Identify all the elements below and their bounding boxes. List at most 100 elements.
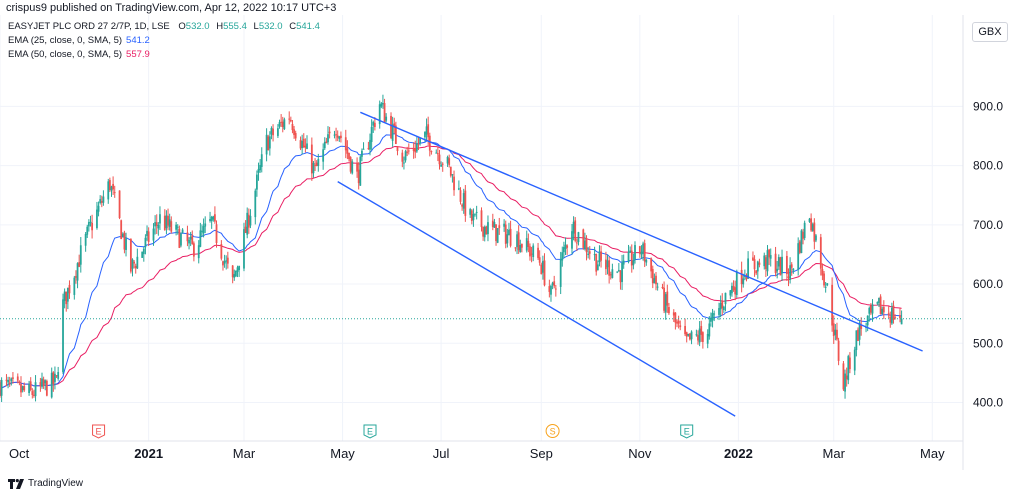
candle-body bbox=[267, 136, 270, 151]
x-tick-label: Mar bbox=[823, 446, 846, 461]
candle-body bbox=[574, 220, 577, 241]
candle-body bbox=[697, 335, 699, 341]
candle-body bbox=[719, 302, 722, 310]
candle-body bbox=[645, 259, 648, 263]
currency-button[interactable]: GBX bbox=[972, 22, 1008, 42]
candle-body bbox=[551, 282, 554, 286]
candle-body bbox=[836, 329, 838, 340]
candle-body bbox=[142, 248, 145, 255]
trend-channel[interactable] bbox=[337, 111, 923, 417]
candle-body bbox=[540, 264, 543, 275]
candle-body bbox=[257, 168, 260, 173]
candle-body bbox=[28, 383, 30, 393]
candle-body bbox=[758, 262, 761, 265]
candle-body bbox=[154, 222, 157, 227]
candle-body bbox=[887, 313, 890, 316]
candle-body bbox=[656, 286, 659, 288]
candle-body bbox=[415, 143, 418, 152]
candle-body bbox=[440, 164, 443, 167]
candle-body bbox=[572, 221, 575, 234]
candle-body bbox=[561, 252, 564, 261]
candle-body bbox=[52, 372, 55, 385]
candle-body bbox=[790, 264, 793, 268]
candle-body bbox=[530, 253, 533, 255]
ema-50-label: EMA (50, close, 0, SMA, 5) bbox=[8, 49, 123, 60]
y-tick-label: 500.0 bbox=[973, 336, 1003, 350]
candle-body bbox=[277, 128, 279, 136]
candle-body bbox=[606, 260, 609, 268]
candle-body bbox=[789, 265, 792, 280]
candle-body bbox=[844, 373, 846, 392]
candle-body bbox=[66, 287, 69, 302]
candle-body bbox=[700, 326, 703, 335]
candle-body bbox=[86, 226, 89, 235]
candle-body bbox=[199, 230, 202, 247]
candle-body bbox=[435, 152, 438, 154]
candle-body bbox=[464, 190, 467, 216]
candle-body bbox=[223, 260, 226, 264]
footer-brand[interactable]: TradingView bbox=[8, 478, 83, 489]
candle-body bbox=[281, 121, 284, 128]
candle-body bbox=[470, 210, 473, 221]
candle-body bbox=[181, 229, 184, 233]
candle-body bbox=[222, 261, 224, 266]
candle-body bbox=[900, 318, 903, 325]
candle-body bbox=[632, 260, 635, 266]
candle-body bbox=[123, 232, 126, 250]
candle-body bbox=[496, 228, 499, 243]
candle-body bbox=[351, 161, 354, 174]
candle-body bbox=[813, 222, 816, 242]
candle-body bbox=[532, 245, 535, 257]
candle-body bbox=[509, 228, 512, 246]
y-tick-label: 900.0 bbox=[973, 99, 1003, 113]
candle-body bbox=[815, 235, 817, 241]
candle-body bbox=[605, 259, 607, 270]
time-axis[interactable]: Oct 2021 Mar May Jul Sep Nov 2022 Mar May bbox=[0, 440, 963, 461]
candle-body bbox=[430, 151, 433, 153]
candle-body bbox=[391, 124, 394, 141]
candle-body bbox=[855, 330, 858, 351]
candle-body bbox=[233, 274, 236, 278]
candle-body bbox=[745, 275, 748, 280]
ema-25-legend[interactable]: EMA (25, close, 0, SMA, 5) 541.2 bbox=[8, 35, 150, 46]
candle-body bbox=[100, 201, 103, 203]
candle-body bbox=[457, 188, 460, 190]
candle-body bbox=[498, 225, 501, 229]
candle-body bbox=[752, 257, 754, 261]
candle-body bbox=[247, 214, 250, 228]
candle-body bbox=[774, 253, 777, 273]
candle-body bbox=[480, 210, 483, 228]
candle-body bbox=[338, 136, 341, 139]
candle-body bbox=[336, 135, 339, 138]
channel-line-upper bbox=[360, 111, 923, 352]
candle-body bbox=[272, 128, 274, 136]
candle-body bbox=[722, 306, 725, 311]
candle-body bbox=[769, 255, 772, 259]
candle-body bbox=[238, 265, 241, 270]
candle-body bbox=[617, 269, 620, 271]
candle-body bbox=[842, 363, 845, 390]
candle-body bbox=[270, 128, 273, 135]
ema-50-legend[interactable]: EMA (50, close, 0, SMA, 5) 557.9 bbox=[8, 49, 150, 60]
candle-body bbox=[178, 228, 181, 248]
candle-body bbox=[302, 138, 305, 148]
candle-body bbox=[718, 308, 720, 315]
candle-body bbox=[630, 250, 633, 266]
candle-body bbox=[564, 244, 567, 249]
candle-body bbox=[493, 222, 496, 228]
candle-body bbox=[664, 294, 667, 313]
candle-body bbox=[373, 122, 376, 127]
price-axis[interactable]: 400.0 500.0 600.0 700.0 800.0 900.0 bbox=[962, 15, 1003, 470]
candle-body bbox=[616, 271, 619, 273]
candle-body bbox=[553, 281, 556, 287]
symbol-name: EASYJET PLC ORD 27 2/7P, 1D, LSE bbox=[8, 21, 170, 32]
candle-body bbox=[125, 238, 127, 250]
candle-body bbox=[246, 212, 249, 235]
candle-body bbox=[202, 226, 205, 234]
candle-body bbox=[91, 222, 93, 231]
candle-body bbox=[881, 308, 884, 315]
candle-body bbox=[327, 134, 329, 143]
candle-body bbox=[243, 229, 245, 269]
